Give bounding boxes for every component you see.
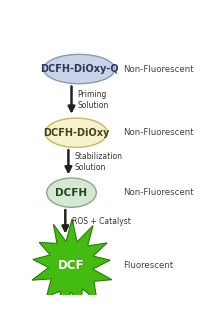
- Ellipse shape: [44, 54, 115, 84]
- Text: Fluorescent: Fluorescent: [123, 261, 173, 270]
- Text: Non-Fluorescent: Non-Fluorescent: [123, 188, 193, 197]
- Ellipse shape: [47, 178, 96, 207]
- Text: DCFH-DiOxy: DCFH-DiOxy: [43, 128, 109, 138]
- Text: DCFH: DCFH: [55, 188, 88, 198]
- Text: Stabilization
Solution: Stabilization Solution: [75, 152, 123, 172]
- Text: Non-Fluorescent: Non-Fluorescent: [123, 128, 193, 137]
- Text: DCFH-DiOxy-Q: DCFH-DiOxy-Q: [40, 64, 119, 74]
- Ellipse shape: [45, 118, 107, 147]
- Text: ROS + Catalyst: ROS + Catalyst: [72, 217, 130, 226]
- Text: Priming
Solution: Priming Solution: [78, 90, 109, 110]
- Polygon shape: [32, 219, 112, 309]
- Text: DCF: DCF: [58, 259, 85, 272]
- Text: Non-Fluorescent: Non-Fluorescent: [123, 65, 193, 73]
